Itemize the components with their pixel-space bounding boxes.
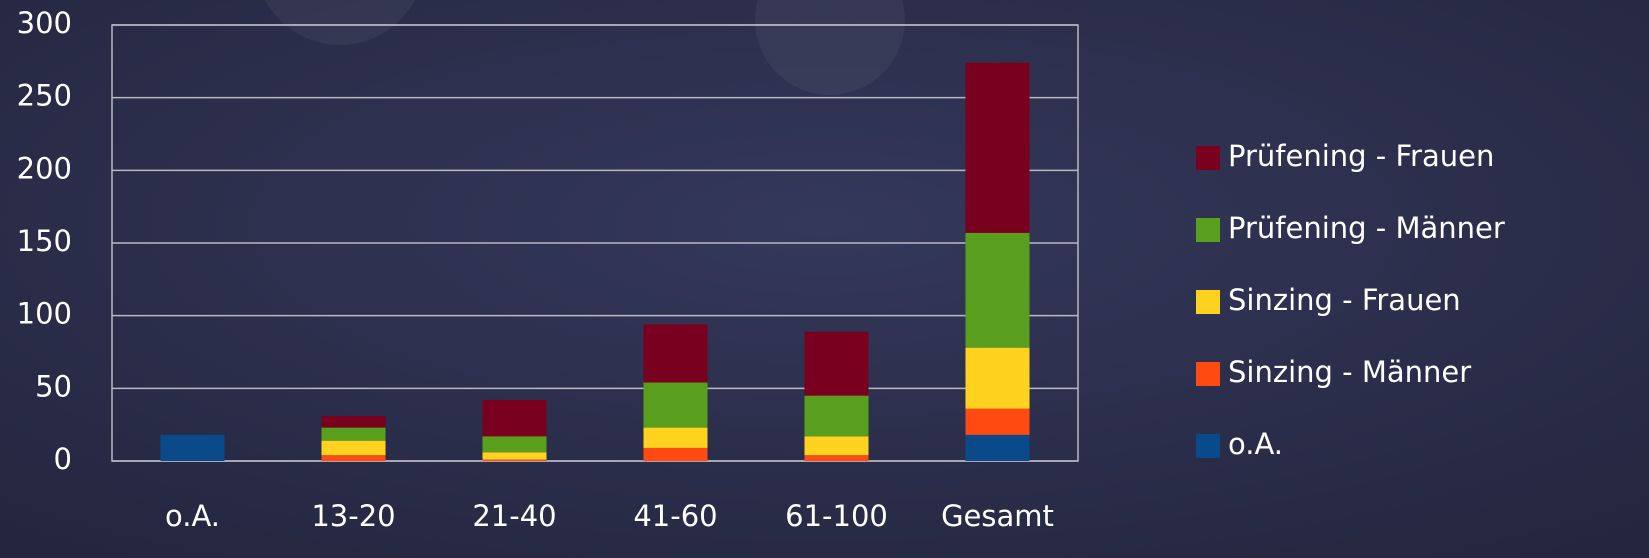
legend-label: o.A. [1228,427,1283,461]
y-tick-label: 50 [35,369,72,403]
x-tick-label: o.A. [165,499,220,533]
bar-segment [643,447,708,461]
legend-swatch [1196,146,1220,170]
y-tick-label: 100 [17,297,72,331]
bar-segment [160,434,225,461]
legend-label: Sinzing - Männer [1228,355,1471,389]
bar-segment [482,459,547,461]
bar-segment [965,434,1030,461]
bar-segment [643,382,708,428]
legend-label: Prüfening - Frauen [1228,139,1494,173]
legend-swatch [1196,290,1220,314]
x-tick-label: 41-60 [633,499,717,533]
legend-swatch [1196,218,1220,242]
bar-segment [321,440,386,456]
bar-segment [643,427,708,448]
bar-segment [643,324,708,383]
x-tick-label: 21-40 [472,499,556,533]
bar-segment [804,331,869,396]
legend-label: Sinzing - Frauen [1228,283,1461,317]
bar-segment [965,347,1030,409]
bar-segment [804,455,869,461]
x-tick-label: 61-100 [785,499,888,533]
bar-segment [482,399,547,437]
bar-segment [482,452,547,460]
plot-border [111,24,1079,462]
legend-label: Prüfening - Männer [1228,211,1505,245]
bar-segment [965,232,1030,348]
bar-segment [965,62,1030,233]
legend-swatch [1196,362,1220,386]
x-tick-label: 13-20 [311,499,395,533]
decor-circle [265,0,415,45]
x-tick-label: Gesamt [941,499,1054,533]
bar-segment [804,395,869,437]
bar-segment [965,408,1030,435]
bar-segment [321,427,386,441]
legend-swatch [1196,434,1220,458]
y-tick-label: 250 [17,79,72,113]
bar-segment [804,436,869,456]
bar-segment [321,455,386,461]
y-tick-label: 300 [17,6,72,40]
bar-segment [321,415,386,428]
bar-segment [482,436,547,453]
y-tick-label: 150 [17,224,72,258]
decor-circle [755,0,905,95]
y-tick-label: 0 [54,442,72,476]
y-tick-label: 200 [17,151,72,185]
